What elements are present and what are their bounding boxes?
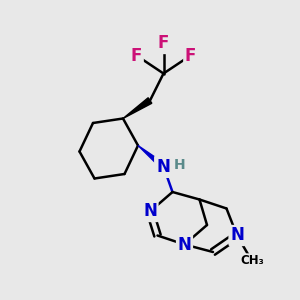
Text: N: N — [230, 226, 244, 244]
Text: F: F — [131, 46, 142, 64]
Text: H: H — [174, 158, 186, 172]
Polygon shape — [138, 146, 165, 169]
Text: N: N — [157, 158, 170, 175]
Text: CH₃: CH₃ — [240, 254, 264, 268]
Text: N: N — [143, 202, 157, 220]
Text: F: F — [158, 34, 169, 52]
Text: N: N — [178, 236, 191, 253]
Polygon shape — [123, 98, 152, 118]
Text: F: F — [185, 46, 196, 64]
